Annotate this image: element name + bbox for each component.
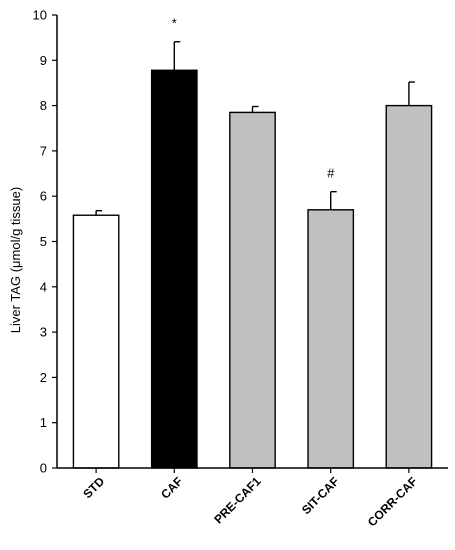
y-tick-label: 8 [40,98,47,113]
y-tick-label: 4 [40,279,47,294]
y-tick-label: 2 [40,370,47,385]
x-tick-label-caf: CAF [158,474,185,501]
x-tick-label-sit-caf: SIT-CAF [299,474,342,517]
significance-mark: * [172,16,177,31]
y-tick-label: 0 [40,461,47,476]
y-tick-label: 7 [40,143,47,158]
bar-corr-caf [385,104,433,469]
error-bars [95,41,415,216]
significance-mark: # [327,166,335,181]
x-axis: STD CAF PRE-CAF1 SIT-CAF CORR-CAF [57,467,448,529]
x-tick-label-corr-caf: CORR-CAF [365,474,420,529]
y-tick-label: 1 [40,415,47,430]
bars [72,69,433,469]
y-axis: 0 1 2 3 4 5 6 7 8 9 10 [33,8,58,476]
bar-pre-caf1 [229,111,276,469]
bar-caf [150,69,198,469]
y-axis-title: Liver TAG (μmol/g tissue) [8,187,23,333]
annotations: *# [172,16,335,181]
x-tick-label-pre-caf1: PRE-CAF1 [211,474,264,527]
bar-sit-caf [307,209,355,469]
bar-std [72,214,120,469]
y-tick-label: 9 [40,53,47,68]
y-tick-label: 3 [40,325,47,340]
y-tick-label: 6 [40,189,47,204]
x-tick-label-std: STD [80,474,107,501]
y-tick-label: 10 [33,8,47,23]
y-tick-label: 5 [40,234,47,249]
